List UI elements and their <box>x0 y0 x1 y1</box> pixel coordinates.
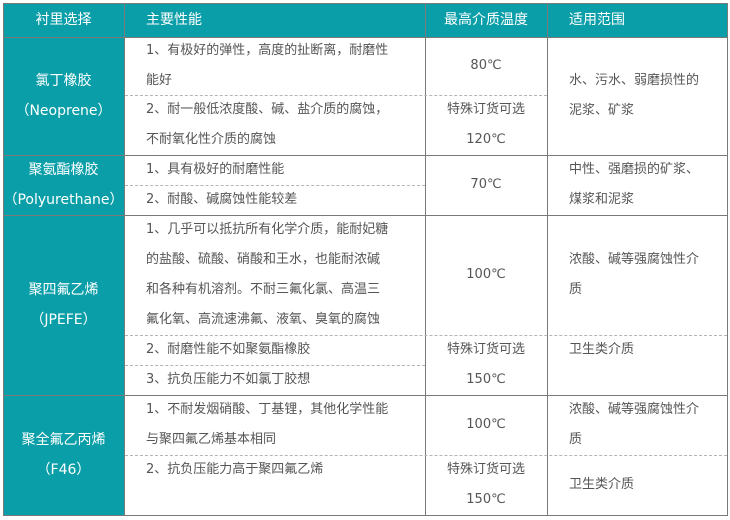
max-temp-cell: 特殊订货可选 150℃ <box>425 455 547 515</box>
cell-text: 质 <box>569 282 583 297</box>
application-cell: 中性、强磨损的矿浆、 煤浆和泥浆 <box>547 155 727 215</box>
application-cell: 浓酸、碱等强腐蚀性介质 <box>547 395 727 455</box>
border-line <box>3 37 728 38</box>
cell-text: （JPEFE） <box>30 312 97 328</box>
border-line <box>3 395 728 396</box>
application-cell: 水、污水、弱磨损性的 泥浆、矿浆 <box>547 37 727 155</box>
property-cell: 1、有极好的弹性，高度的扯断离，耐磨性 能好 <box>124 37 425 95</box>
header-max-temp: 最高介质温度 <box>425 3 547 37</box>
property-cell: 3、抗负压能力不如氯丁胶想 <box>124 365 425 395</box>
property-cell: 2、耐磨性能不如聚氨酯橡胶 <box>124 335 425 365</box>
max-temp-cell: 100℃ <box>425 215 547 335</box>
dashed-divider <box>125 365 425 366</box>
cell-text: 2、耐一般低浓度酸、碱、盐介质的腐蚀， <box>146 102 389 117</box>
max-temp-cell: 特殊订货可选 150℃ <box>425 335 547 395</box>
cell-text: 卫生类介质 <box>569 342 635 357</box>
lining-name-cell: 氯丁橡胶 （Neoprene） <box>3 37 124 155</box>
application-cell: 浓酸、碱等强腐蚀性介质 <box>547 215 727 335</box>
border-line <box>3 155 728 156</box>
application-cell: 卫生类介质 <box>547 455 727 515</box>
property-cell: 2、耐一般低浓度酸、碱、盐介质的腐蚀， 不耐氧化性介质的腐蚀 <box>124 95 425 155</box>
cell-text: 的盐酸、硫酸、硝酸和王水，也能耐浓碱 <box>146 252 381 267</box>
application-cell: 卫生类介质 <box>547 335 727 395</box>
max-temp-cell: 70℃ <box>425 155 547 215</box>
header-lining: 衬里选择 <box>3 3 124 37</box>
max-temp-cell: 80℃ <box>425 37 547 95</box>
cell-text: （Neoprene） <box>15 103 112 119</box>
cell-text: 3、抗负压能力不如氯丁胶想 <box>146 372 311 387</box>
property-cell: 2、耐酸、碱腐蚀性能较差 <box>124 185 425 215</box>
border-line <box>425 3 426 516</box>
border-line <box>3 215 728 216</box>
cell-text: （F46） <box>36 462 91 478</box>
dashed-divider <box>125 455 727 456</box>
border-line <box>3 3 728 4</box>
border-line <box>3 515 728 516</box>
max-temp-cell: 100℃ <box>425 395 547 455</box>
cell-text: 浓酸、碱等强腐蚀性介 <box>569 402 700 417</box>
cell-text: 聚氨酯橡胶 <box>28 162 99 178</box>
cell-text: 卫生类介质 <box>569 477 635 492</box>
dashed-divider <box>125 95 547 96</box>
cell-text: 氟化氧、高流速沸氟、液氧、臭氧的腐蚀 <box>146 312 381 327</box>
property-cell: 1、不耐发烟硝酸、丁基锂，其他化学性能 与聚四氟乙烯基本相同 <box>124 395 425 455</box>
header-properties: 主要性能 <box>124 3 425 37</box>
cell-text: 2、耐酸、碱腐蚀性能较差 <box>146 192 298 207</box>
cell-text: 中性、强磨损的矿浆、 <box>569 162 700 177</box>
cell-text: 80℃ <box>470 58 502 73</box>
cell-text: 100℃ <box>466 267 506 282</box>
border-line <box>3 3 4 516</box>
cell-text: 聚全氟乙丙烯 <box>21 432 106 448</box>
lining-name-cell: 聚四氟乙烯 （JPEFE） <box>3 215 124 395</box>
cell-text: 特殊订货可选 <box>446 342 525 357</box>
cell-text: 特殊订货可选 <box>446 102 525 117</box>
cell-text: 150℃ <box>466 372 506 387</box>
cell-text: 水、污水、弱磨损性的 <box>569 73 700 88</box>
property-cell: 2、抗负压能力高于聚四氟乙烯 <box>124 455 425 515</box>
cell-text: 1、有极好的弹性，高度的扯断离，耐磨性 <box>146 43 389 58</box>
property-cell: 1、具有极好的耐磨性能 <box>124 155 425 185</box>
cell-text: 1、具有极好的耐磨性能 <box>146 162 285 177</box>
lining-name-cell: 聚氨酯橡胶 （Polyurethane） <box>3 155 124 215</box>
cell-text: 氯丁橡胶 <box>35 73 92 89</box>
cell-text: 与聚四氟乙烯基本相同 <box>146 432 277 447</box>
cell-text: 特殊订货可选 <box>446 462 525 477</box>
dashed-divider <box>125 335 727 336</box>
cell-text: 150℃ <box>466 492 506 507</box>
cell-text: 泥浆、矿浆 <box>569 103 635 118</box>
cell-text: 1、不耐发烟硝酸、丁基锂，其他化学性能 <box>146 402 389 417</box>
cell-text: （Polyurethane） <box>3 192 124 208</box>
cell-text: 2、耐磨性能不如聚氨酯橡胶 <box>146 342 311 357</box>
cell-text: 和各种有机溶剂。不耐三氟化氯、高温三 <box>146 282 381 297</box>
dashed-divider <box>125 185 425 186</box>
border-line <box>727 3 728 516</box>
cell-text: 120℃ <box>466 132 506 147</box>
cell-text: 质 <box>569 432 583 447</box>
lining-name-cell: 聚全氟乙丙烯 （F46） <box>3 395 124 515</box>
cell-text: 煤浆和泥浆 <box>569 192 635 207</box>
cell-text: 能好 <box>146 73 173 88</box>
cell-text: 70℃ <box>470 177 502 192</box>
cell-text: 1、几乎可以抵抗所有化学介质，能耐妃糖 <box>146 222 389 237</box>
cell-text: 100℃ <box>466 417 506 432</box>
cell-text: 聚四氟乙烯 <box>28 282 99 298</box>
cell-text: 不耐氧化性介质的腐蚀 <box>146 132 277 147</box>
border-line <box>124 3 125 516</box>
cell-text: 浓酸、碱等强腐蚀性介 <box>569 252 700 267</box>
property-cell: 1、几乎可以抵抗所有化学介质，能耐妃糖 的盐酸、硫酸、硝酸和王水，也能耐浓碱 和各种… <box>124 215 425 335</box>
header-applications: 适用范围 <box>547 3 727 37</box>
max-temp-cell: 特殊订货可选 120℃ <box>425 95 547 155</box>
cell-text: 2、抗负压能力高于聚四氟乙烯 <box>146 462 324 477</box>
border-line <box>547 3 548 516</box>
